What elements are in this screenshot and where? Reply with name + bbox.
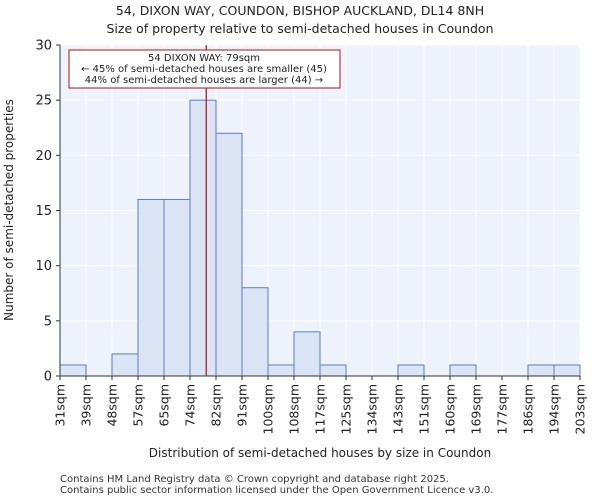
annotation-line: 44% of semi-detached houses are larger (…	[85, 75, 323, 86]
x-tick-label: 74sqm	[183, 384, 198, 427]
y-tick-label: 5	[44, 314, 52, 329]
x-tick-label: 177sqm	[495, 384, 510, 434]
y-tick-label: 10	[35, 259, 52, 274]
annotation: 54 DIXON WAY: 79sqm← 45% of semi-detache…	[68, 49, 341, 89]
chart-title: 54, DIXON WAY, COUNDON, BISHOP AUCKLAND,…	[115, 3, 485, 18]
x-tick-label: 31sqm	[53, 384, 68, 427]
annotation-line: 54 DIXON WAY: 79sqm	[148, 53, 260, 64]
histogram-bar	[59, 364, 87, 377]
x-tick-label: 91sqm	[235, 384, 250, 427]
footer-copyright: Contains HM Land Registry data © Crown c…	[60, 474, 449, 485]
y-axis-label: Number of semi-detached properties	[2, 99, 16, 321]
x-tick-label: 65sqm	[157, 384, 172, 427]
histogram-bar	[189, 99, 217, 377]
x-axis-ticks: 31sqm 39sqm 48sqm 57sqm 65sqm 74sqm 82sqm 91sqm…	[53, 376, 588, 434]
annotation-box	[68, 49, 341, 89]
histogram-bar	[241, 287, 269, 377]
x-tick-label: 82sqm	[209, 384, 224, 427]
histogram-bar	[553, 364, 581, 377]
y-tick-label: 25	[35, 94, 52, 109]
annotation-line: ← 45% of semi-detached houses are smalle…	[81, 64, 327, 75]
histogram-bar	[267, 364, 295, 377]
x-tick-label: 100sqm	[261, 384, 276, 434]
x-tick-label: 48sqm	[105, 384, 120, 427]
x-tick-label: 57sqm	[131, 384, 146, 427]
histogram-bar	[111, 353, 139, 377]
footer-licence: Contains public sector information licen…	[60, 485, 494, 496]
histogram-bar	[397, 364, 425, 377]
y-tick-label: 30	[35, 39, 52, 54]
histogram-bar	[215, 132, 243, 377]
histogram-bar	[319, 364, 347, 377]
histogram-bar	[449, 364, 477, 377]
histogram-bar	[163, 198, 191, 377]
y-tick-label: 0	[44, 370, 52, 385]
x-tick-label: 203sqm	[573, 384, 588, 434]
y-tick-label: 15	[35, 204, 52, 219]
x-tick-label: 151sqm	[417, 384, 432, 434]
x-tick-label: 169sqm	[469, 384, 484, 434]
x-axis-label: Distribution of semi-detached houses by …	[149, 446, 491, 460]
histogram-bar	[293, 331, 321, 377]
y-axis-ticks: 0 5 10 15 20 25 30	[35, 39, 60, 385]
x-tick-label: 134sqm	[365, 384, 380, 434]
histogram-bar	[527, 364, 555, 377]
chart-subtitle: Size of property relative to semi-detach…	[106, 21, 494, 36]
bars	[59, 99, 581, 377]
x-tick-label: 108sqm	[287, 384, 302, 434]
x-tick-label: 186sqm	[521, 384, 536, 434]
x-tick-label: 194sqm	[547, 384, 562, 434]
x-tick-label: 125sqm	[339, 384, 354, 434]
x-tick-label: 117sqm	[313, 384, 328, 434]
histogram-bar	[137, 198, 165, 377]
y-tick-label: 20	[35, 149, 52, 164]
x-tick-label: 39sqm	[79, 384, 94, 427]
x-tick-label: 160sqm	[443, 384, 458, 434]
x-tick-label: 143sqm	[391, 384, 406, 434]
